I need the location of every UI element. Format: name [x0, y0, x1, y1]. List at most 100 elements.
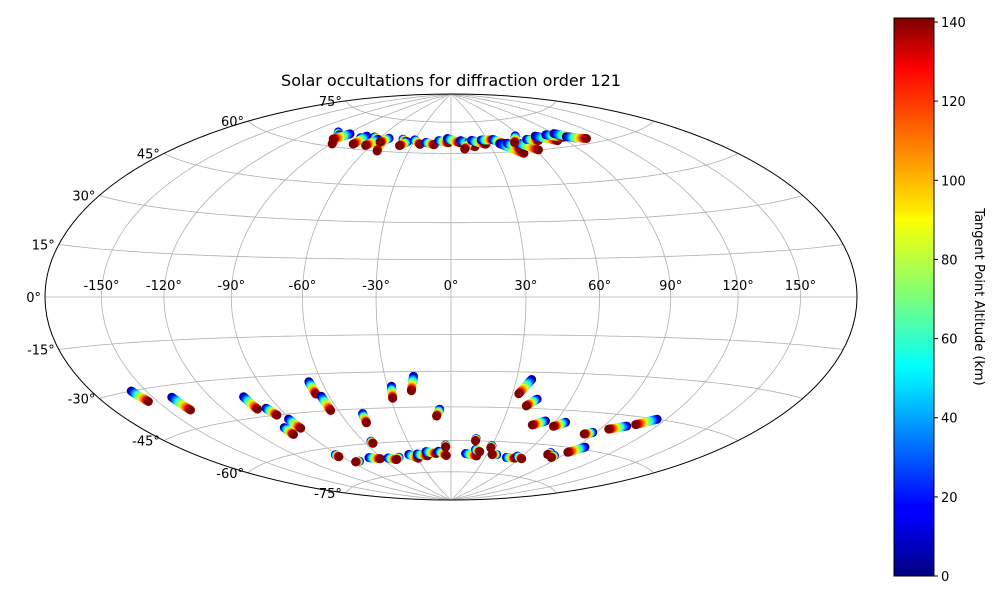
colorbar: 0 20 40 60 80 100 120 140 Tangent Point Altitud… — [893, 16, 986, 585]
occultation-track — [432, 404, 445, 421]
occultation-point — [441, 451, 451, 460]
occultation-point — [631, 420, 641, 430]
occultation-point — [296, 423, 306, 433]
colorbar-tick-label: 60 — [941, 333, 958, 348]
occultation-track — [510, 131, 520, 148]
occultation-point — [334, 452, 344, 462]
occultation-point — [441, 442, 451, 452]
longitude-tick-labels: -150° -120° -90° -60° -30° 0° 30° 60° 90° 120° 150… — [83, 279, 816, 294]
occultation-point — [392, 455, 401, 464]
parallel-line — [345, 471, 557, 494]
colorbar-tick-label: 120 — [941, 95, 966, 110]
occultation-point — [372, 146, 382, 156]
occultation-track — [561, 132, 591, 143]
latitude-tick-label: 0° — [26, 291, 41, 306]
occultation-point — [328, 134, 338, 144]
occultation-track — [375, 133, 394, 147]
longitude-tick-label: 90° — [659, 279, 682, 294]
colorbar-tick-label: 80 — [941, 253, 958, 268]
occultation-track — [441, 440, 451, 452]
occultation-point — [582, 134, 591, 143]
occultation-track — [471, 445, 485, 457]
occultation-point — [487, 449, 497, 459]
parallel-line — [247, 120, 655, 154]
occultation-point — [375, 454, 385, 464]
occultation-track — [527, 416, 550, 430]
occultation-point — [563, 447, 573, 457]
colorbar-tick-label: 20 — [941, 491, 958, 506]
latitude-tick-label: 30° — [72, 190, 95, 205]
occultation-point — [253, 404, 262, 414]
occultation-track — [434, 446, 451, 460]
occultation-track — [316, 391, 336, 415]
longitude-tick-label: 120° — [722, 279, 753, 294]
occultation-track — [239, 392, 262, 414]
longitude-tick-label: 0° — [444, 279, 459, 294]
parallel-line — [58, 244, 844, 260]
occultation-track — [328, 129, 355, 144]
latitude-tick-label: 45° — [137, 148, 160, 163]
colorbar-ticks: 0 20 40 60 80 100 120 140 — [934, 16, 966, 585]
colorbar-tick-label: 40 — [941, 412, 958, 427]
occultation-track — [549, 417, 571, 431]
occultation-point — [368, 438, 378, 448]
occultation-track — [395, 137, 412, 151]
occultation-point — [375, 137, 385, 147]
occultation-track — [521, 394, 542, 411]
occultation-track — [284, 414, 306, 433]
latitude-tick-label: -75° — [314, 487, 342, 502]
latitude-tick-label: 60° — [221, 115, 244, 130]
occultation-track — [563, 442, 590, 457]
occultation-track — [631, 414, 662, 430]
latitude-tick-label: -60° — [216, 467, 244, 482]
occultation-track — [351, 456, 364, 467]
colorbar-tick-label: 100 — [941, 174, 966, 189]
occultation-track — [366, 436, 378, 448]
occultation-track — [392, 452, 404, 464]
occultation-track — [471, 434, 481, 446]
occultation-point — [362, 418, 371, 428]
occultation-track — [487, 449, 502, 460]
occultation-track — [358, 409, 371, 428]
occultation-track — [364, 453, 385, 464]
graticule — [45, 94, 857, 500]
occultation-point — [579, 429, 589, 439]
colorbar-tick-label: 140 — [941, 16, 966, 31]
occultation-track — [126, 386, 153, 406]
occultation-point — [351, 457, 361, 467]
latitude-tick-label: -15° — [27, 344, 55, 359]
occultation-track — [546, 451, 559, 462]
latitude-tick-labels: 75° 60° 45° 30° 15° 0° -15° -30° -45° -60° -75° — [26, 95, 342, 502]
occultation-track — [406, 371, 418, 396]
longitude-tick-label: -150° — [83, 279, 119, 294]
colorbar-tick-label: 0 — [941, 570, 949, 585]
occultation-point — [471, 436, 480, 446]
occultation-point — [521, 401, 531, 411]
occultation-point — [546, 453, 556, 462]
parallel-line — [58, 334, 844, 350]
occultation-point — [348, 139, 358, 149]
occultation-track — [501, 452, 520, 463]
longitude-tick-label: -60° — [289, 279, 317, 294]
occultation-track — [514, 375, 537, 399]
occultation-point — [272, 410, 282, 420]
occultation-point — [388, 393, 398, 403]
occultation-track — [279, 423, 298, 439]
occultation-point — [186, 405, 195, 415]
occultation-points — [126, 127, 662, 467]
longitude-tick-label: 60° — [588, 279, 611, 294]
occultation-track — [579, 427, 598, 439]
occultation-point — [517, 454, 527, 464]
occultation-point — [514, 389, 524, 399]
chart-title: Solar occultations for diffraction order… — [281, 71, 621, 90]
longitude-tick-label: 150° — [785, 279, 816, 294]
occultation-track — [330, 450, 344, 462]
occultation-point — [604, 424, 614, 434]
occultation-point — [475, 447, 485, 457]
parallel-line — [163, 406, 739, 441]
latitude-tick-label: 15° — [32, 239, 55, 254]
occultation-track — [513, 451, 527, 464]
longitude-tick-label: 30° — [514, 279, 537, 294]
occultation-point — [460, 144, 470, 154]
colorbar-gradient — [893, 17, 935, 577]
